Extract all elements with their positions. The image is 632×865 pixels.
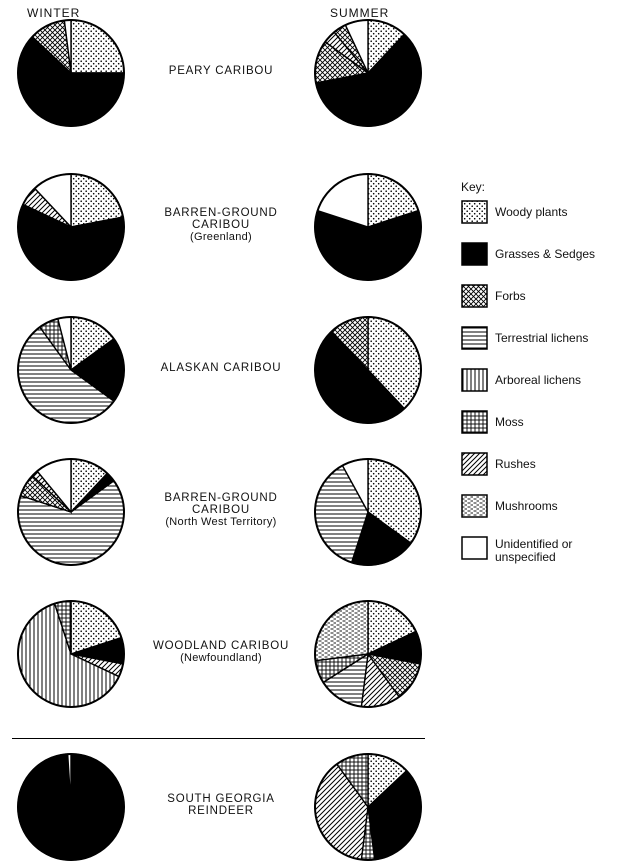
legend-swatch <box>461 284 488 308</box>
legend-label: Forbs <box>495 289 526 303</box>
summer-pie-2 <box>314 316 422 424</box>
legend-swatch <box>461 200 488 224</box>
winter-pie-2 <box>17 316 125 424</box>
animal-label: BARREN-GROUND CARIBOU (North West Territo… <box>136 492 306 528</box>
animal-name: PEARY CARIBOU <box>168 65 274 77</box>
pie-outline <box>17 753 125 861</box>
legend-label: Moss <box>495 415 524 429</box>
pie-outline <box>314 173 422 281</box>
legend-swatch <box>461 326 488 350</box>
pie-outline <box>17 458 125 566</box>
pie-outline <box>17 316 125 424</box>
pie-outline <box>17 600 125 708</box>
legend-swatch <box>461 452 488 476</box>
winter-pie-3 <box>17 458 125 566</box>
pie-outline <box>314 316 422 424</box>
pie-outline <box>17 173 125 281</box>
summer-pie-1 <box>314 173 422 281</box>
legend-label: Grasses & Sedges <box>495 247 596 261</box>
winter-pie-1 <box>17 173 125 281</box>
animal-label: ALASKAN CARIBOU <box>136 362 306 374</box>
pie-outline <box>17 19 125 127</box>
winter-column-header: WINTER <box>27 6 81 20</box>
legend-label: Rushes <box>495 457 536 471</box>
summer-column-header: SUMMER <box>330 6 390 20</box>
legend-swatch <box>461 410 488 434</box>
section-divider <box>12 738 425 739</box>
legend-label: Arboreal lichens <box>495 373 582 387</box>
animal-name: SOUTH GEORGIA REINDEER <box>167 793 275 817</box>
legend-label: Mushrooms <box>495 499 558 513</box>
legend-swatch <box>461 536 488 560</box>
animal-label: PEARY CARIBOU <box>136 65 306 77</box>
animal-name: BARREN-GROUND CARIBOU <box>164 492 278 516</box>
legend-swatch <box>461 494 488 518</box>
winter-pie-0 <box>17 19 125 127</box>
animal-region: (Newfoundland) <box>180 652 262 664</box>
animal-name: BARREN-GROUND CARIBOU <box>164 207 278 231</box>
summer-pie-0 <box>314 19 422 127</box>
pie-slice-mush <box>314 600 369 662</box>
animal-name: ALASKAN CARIBOU <box>160 362 282 374</box>
pie-outline <box>314 753 422 861</box>
animal-label: WOODLAND CARIBOU (Newfoundland) <box>136 640 306 664</box>
legend-swatch <box>461 242 488 266</box>
legend-label: Terrestrial lichens <box>495 331 589 345</box>
key-title: Key: <box>461 180 486 194</box>
animal-label: BARREN-GROUND CARIBOU (Greenland) <box>136 207 306 243</box>
legend-label: Woody plants <box>495 205 568 219</box>
winter-pie-5 <box>17 753 125 861</box>
animal-region: (North West Territory) <box>165 516 277 528</box>
legend-label: Unidentified or unspecified <box>495 537 573 564</box>
animal-region: (Greenland) <box>190 231 252 243</box>
summer-pie-3 <box>314 458 422 566</box>
animal-label: SOUTH GEORGIA REINDEER <box>136 793 306 817</box>
pie-outline <box>314 600 422 708</box>
legend-swatch <box>461 368 488 392</box>
pie-outline <box>314 19 422 127</box>
animal-name: WOODLAND CARIBOU <box>152 640 290 652</box>
summer-pie-5 <box>314 753 422 861</box>
pie-outline <box>314 458 422 566</box>
winter-pie-4 <box>17 600 125 708</box>
summer-pie-4 <box>314 600 422 708</box>
